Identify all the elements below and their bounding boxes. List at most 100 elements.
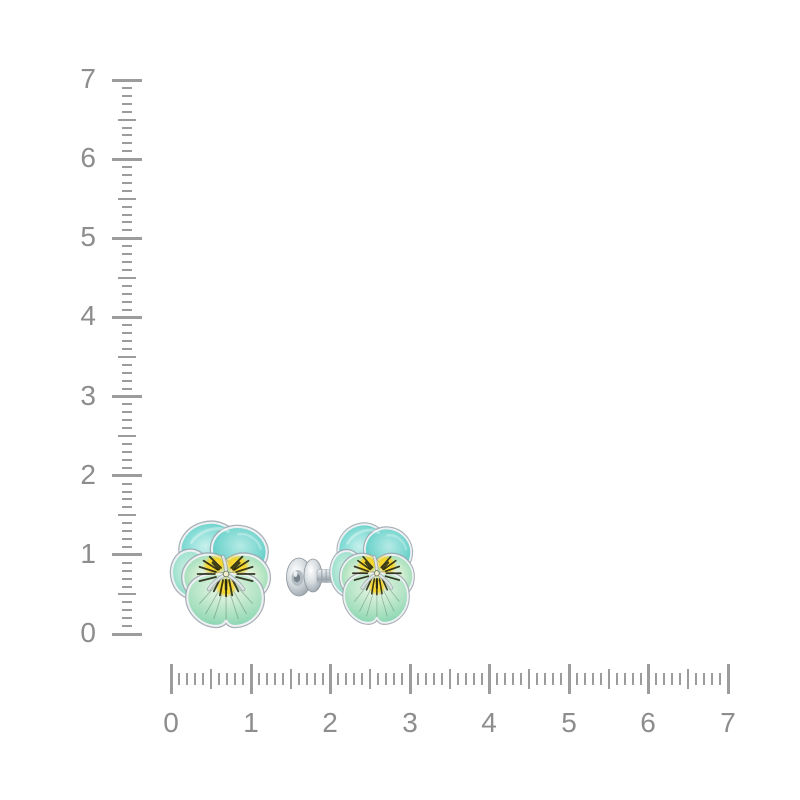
horizontal-minor-tick: [305, 673, 308, 685]
vertical-minor-tick: [122, 609, 132, 612]
vertical-minor-tick: [122, 530, 132, 533]
horizontal-minor-tick: [432, 673, 435, 685]
horizontal-minor-tick: [257, 673, 260, 685]
vertical-major-tick: [112, 632, 142, 636]
vertical-half-tick: [118, 514, 136, 517]
v-ruler-label-0: 0: [80, 617, 96, 648]
horizontal-minor-tick: [218, 673, 221, 685]
horizontal-major-tick: [488, 664, 491, 694]
horizontal-half-tick: [528, 669, 531, 689]
horizontal-minor-tick: [472, 673, 475, 685]
h-ruler-label-4: 4: [481, 707, 497, 738]
vertical-minor-tick: [122, 150, 132, 153]
vertical-major-tick: [112, 395, 142, 399]
vertical-minor-tick: [122, 213, 132, 216]
horizontal-minor-tick: [416, 673, 419, 685]
h-ruler-label-0: 0: [163, 707, 179, 738]
horizontal-minor-tick: [242, 673, 245, 685]
right-earring-pansy: [286, 514, 423, 640]
vertical-minor-tick: [122, 292, 132, 295]
horizontal-minor-tick: [385, 673, 388, 685]
vertical-minor-tick: [122, 569, 132, 572]
horizontal-minor-tick: [504, 673, 507, 685]
horizontal-minor-tick: [520, 673, 523, 685]
v-ruler-label-4: 4: [80, 300, 96, 331]
horizontal-minor-tick: [623, 673, 626, 685]
vertical-half-tick: [118, 356, 136, 358]
v-ruler-label-2: 2: [80, 459, 96, 490]
vertical-minor-tick: [122, 458, 132, 461]
v-ruler-label-7: 7: [80, 63, 96, 94]
vertical-minor-tick: [122, 545, 132, 548]
horizontal-minor-tick: [194, 673, 197, 685]
vertical-minor-tick: [122, 261, 132, 264]
vertical-minor-tick: [122, 419, 132, 422]
h-ruler-label-3: 3: [402, 707, 418, 738]
vertical-major-tick: [112, 315, 142, 319]
vertical-minor-tick: [122, 308, 132, 311]
vertical-half-tick: [118, 276, 136, 279]
horizontal-minor-tick: [226, 673, 229, 685]
vertical-half-tick: [118, 197, 136, 200]
v-ruler-label-6: 6: [80, 142, 96, 173]
horizontal-half-tick: [448, 669, 451, 689]
h-ruler-label-7: 7: [720, 707, 736, 738]
horizontal-half-tick: [289, 669, 292, 689]
horizontal-minor-tick: [401, 673, 404, 685]
vertical-minor-tick: [122, 522, 132, 525]
vertical-major-tick: [112, 474, 142, 478]
h-ruler-label-5: 5: [561, 707, 577, 738]
vertical-minor-tick: [122, 173, 132, 176]
vertical-minor-tick: [122, 86, 132, 89]
vertical-minor-tick: [122, 427, 132, 430]
horizontal-minor-tick: [719, 673, 722, 685]
h-ruler-label-2: 2: [322, 707, 338, 738]
vertical-minor-tick: [122, 332, 132, 335]
horizontal-minor-tick: [496, 673, 499, 685]
vertical-minor-tick: [122, 126, 132, 129]
vertical-minor-tick: [122, 221, 132, 224]
vertical-minor-tick: [122, 585, 132, 588]
horizontal-major-tick: [408, 664, 412, 694]
horizontal-minor-tick: [313, 673, 316, 685]
horizontal-half-tick: [369, 669, 372, 689]
horizontal-minor-tick: [655, 673, 658, 685]
horizontal-half-tick: [687, 669, 690, 689]
vertical-minor-tick: [122, 166, 132, 169]
vertical-minor-tick: [122, 403, 132, 406]
horizontal-minor-tick: [377, 673, 380, 685]
horizontal-major-tick: [567, 664, 571, 694]
v-ruler-label-5: 5: [80, 221, 96, 252]
horizontal-minor-tick: [273, 673, 276, 685]
horizontal-minor-tick: [512, 673, 515, 685]
vertical-major-tick: [112, 78, 142, 82]
horizontal-major-tick: [249, 664, 253, 694]
horizontal-minor-tick: [464, 673, 467, 685]
horizontal-major-tick: [329, 664, 332, 694]
h-ruler-label-6: 6: [640, 707, 656, 738]
horizontal-minor-tick: [536, 673, 539, 685]
left-earring-pansy: [167, 516, 277, 634]
vertical-minor-tick: [122, 189, 132, 192]
vertical-minor-tick: [122, 102, 132, 105]
horizontal-minor-tick: [393, 673, 396, 685]
horizontal-minor-tick: [591, 673, 594, 685]
vertical-minor-tick: [122, 253, 132, 256]
vertical-minor-tick: [122, 577, 132, 580]
horizontal-minor-tick: [337, 673, 340, 685]
vertical-minor-tick: [122, 617, 132, 620]
vertical-minor-tick: [122, 340, 132, 343]
right-pansy-flower: [328, 518, 415, 623]
horizontal-minor-tick: [631, 673, 634, 685]
vertical-minor-tick: [122, 538, 132, 541]
horizontal-minor-tick: [353, 673, 356, 685]
horizontal-minor-tick: [202, 673, 205, 685]
vertical-minor-tick: [122, 498, 132, 501]
vertical-half-tick: [118, 593, 136, 596]
vertical-minor-tick: [122, 300, 132, 303]
horizontal-minor-tick: [186, 673, 189, 685]
vertical-minor-tick: [122, 94, 132, 97]
horizontal-minor-tick: [615, 673, 618, 685]
